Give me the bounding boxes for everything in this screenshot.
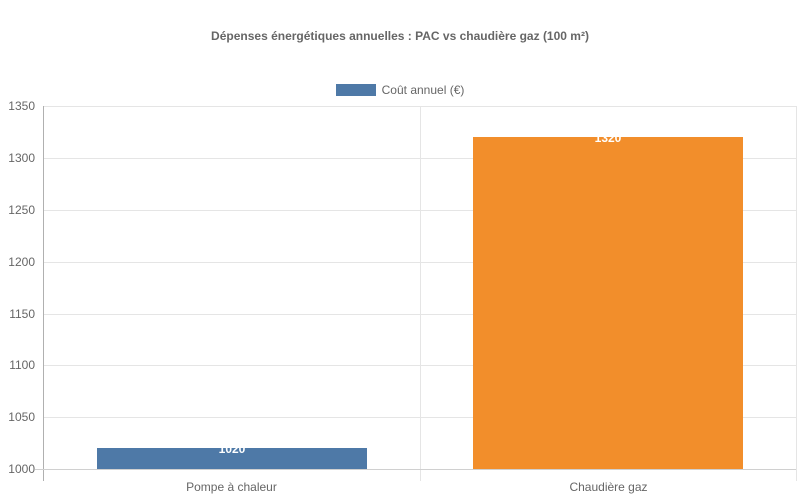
x-tick-label: Chaudière gaz [569,480,648,494]
y-tick-label: 1250 [8,203,35,217]
y-tick-label: 1000 [8,462,35,476]
legend[interactable]: Coût annuel (€) [0,83,800,97]
bar-value-label: 1020 [218,442,246,456]
y-tick-label: 1150 [9,307,35,321]
gridline [43,106,796,107]
gridline [43,262,796,263]
y-tick-label: 1050 [8,410,35,424]
gridline [43,158,796,159]
y-tick-label: 1200 [8,255,35,269]
bar-pompe-a-chaleur[interactable]: 1020 [97,442,367,469]
plot-area: 1020 1320 [43,106,797,481]
x-axis [35,469,796,470]
bar-chaudiere-gaz[interactable]: 1320 [473,131,743,469]
right-border [796,106,797,481]
chart-title: Dépenses énergétiques annuelles : PAC vs… [211,29,589,43]
x-tick-label: Pompe à chaleur [186,480,277,494]
legend-label: Coût annuel (€) [381,83,465,97]
y-tick-label: 1300 [8,151,35,165]
gridline [43,365,796,366]
gridline [43,417,796,418]
y-tick-label: 1350 [8,99,35,113]
y-tick-label: 1100 [9,358,35,372]
legend-swatch [335,84,376,96]
bar-value-label: 1320 [594,131,622,145]
category-divider [420,106,421,481]
y-axis [43,106,44,481]
gridline [43,314,796,315]
gridline [43,210,796,211]
